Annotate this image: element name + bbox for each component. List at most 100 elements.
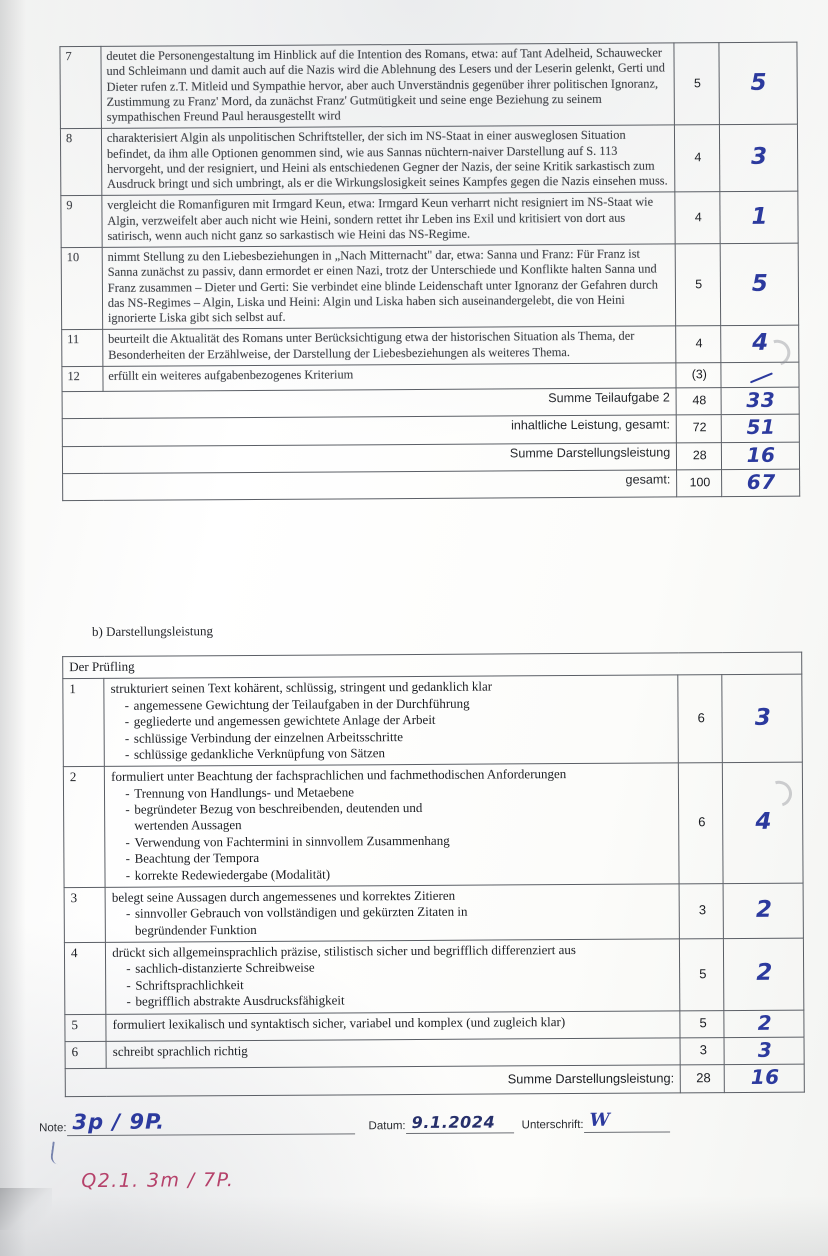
summary-max: 100 [676, 469, 723, 497]
criteria-table-bottom-wrapper: Der Prüfling 1 strukturiert seinen Text … [62, 652, 805, 1097]
note-field[interactable]: 3p / 9P. [66, 1109, 355, 1137]
criteria-table-top: 7 deutet die Personengestaltung im Hinbl… [59, 42, 800, 501]
awarded-points: 4 [721, 325, 799, 371]
handwritten-score: 3 [757, 1037, 773, 1062]
max-points: 3 [680, 1037, 725, 1066]
handwritten-note-value: 3p / 9P. [72, 1109, 166, 1135]
awarded-points: 3 [721, 674, 803, 763]
max-points: 5 [674, 42, 720, 126]
criterion-bullets: sinnvoller Gebrauch von vollständigen un… [112, 903, 675, 939]
footer-signature-block: Note: 3p / 9P. Datum: 9.1.2024 Unterschr… [39, 1110, 799, 1137]
summary-row: gesamt: 100 67 [62, 468, 800, 501]
awarded-points: 2 [723, 938, 804, 1011]
max-points: 4 [675, 325, 722, 363]
awarded-points [721, 361, 800, 388]
section-b-label: b) Darstellungsleistung [91, 623, 214, 639]
summary-score: 51 [721, 414, 800, 443]
summary-row: Summe Darstellungsleistung: 28 16 [65, 1064, 805, 1097]
max-points: 6 [678, 762, 724, 884]
max-points: 5 [675, 243, 722, 327]
summary-max: 48 [676, 387, 722, 416]
handwritten-score: 4 [755, 808, 773, 835]
max-points: 5 [680, 1010, 725, 1038]
handwritten-score: 67 [746, 469, 776, 494]
awarded-points: 5 [720, 243, 799, 326]
table-row: 9 vergleicht die Romanfiguren mit Irmgar… [60, 191, 799, 248]
criterion-text: nimmt Stellung zu den Liebesbeziehungen … [102, 243, 676, 330]
criterion-bullets: Trennung von Handlungs- und Metaebene be… [111, 782, 675, 884]
table-row: 7 deutet die Personengestaltung im Hinbl… [59, 42, 798, 129]
handwritten-date-value: 9.1.2024 [411, 1112, 496, 1133]
handwritten-signature: W [589, 1109, 610, 1131]
signature-field[interactable]: W [583, 1109, 670, 1133]
row-number: 5 [64, 1013, 107, 1042]
handwritten-score: 1 [751, 203, 769, 230]
awarded-points: 1 [720, 191, 799, 244]
summary-label: Summe Darstellungsleistung [62, 442, 677, 474]
awarded-points: 2 [723, 1009, 805, 1038]
bullet: begrifflich abstrakte Ausdrucksfähigkeit [126, 991, 675, 1011]
signature-label: Unterschrift: [521, 1118, 584, 1132]
row-number: 9 [60, 195, 103, 248]
handwritten-score: 5 [751, 270, 769, 297]
handwritten-score: 16 [746, 442, 776, 467]
table-row: 10 nimmt Stellung zu den Liebesbeziehung… [61, 243, 799, 330]
summary-max: 28 [680, 1064, 725, 1093]
criteria-table-bottom: Der Prüfling 1 strukturiert seinen Text … [62, 652, 805, 1097]
handwritten-score: 16 [750, 1065, 780, 1090]
criterion-bullets: angemessene Gewichtung der Teilaufgaben … [111, 694, 675, 763]
handwritten-score: 2 [756, 960, 773, 987]
max-points: 4 [674, 124, 721, 193]
table-row: 1 strukturiert seinen Text kohärent, sch… [62, 674, 803, 767]
row-number: 3 [64, 887, 106, 943]
table-row: 4 drückt sich allgemeinsprachlich präzis… [64, 938, 804, 1015]
bullet: korrekte Redewiedergabe (Modalität) [126, 864, 675, 884]
summary-label: Summe Darstellungsleistung: [65, 1065, 681, 1097]
max-points: 3 [679, 883, 724, 939]
date-label: Datum: [368, 1120, 406, 1133]
criterion-text: deutet die Personengestaltung im Hinblic… [100, 42, 675, 129]
row-number: 2 [63, 766, 106, 888]
handwritten-score: 51 [746, 415, 776, 440]
awarded-points: 3 [719, 124, 798, 192]
criterion-block: belegt seine Aussagen durch angemessenes… [105, 883, 680, 943]
handwritten-score: 3 [754, 704, 772, 731]
criterion-lead: schreibt sprachlich richtig [106, 1037, 681, 1069]
bullet-continuation: begründender Funktion [134, 921, 257, 938]
max-points: (3) [676, 362, 722, 388]
summary-max: 28 [676, 442, 722, 470]
table-row: 3 belegt seine Aussagen durch angemessen… [64, 883, 804, 943]
max-points: 6 [678, 674, 723, 764]
table-row: 2 formuliert unter Beachtung der fachspr… [63, 762, 804, 888]
summary-label: gesamt: [62, 469, 677, 501]
summary-score: 16 [724, 1064, 805, 1093]
handwritten-score: 4 [752, 329, 769, 356]
criterion-lead: formuliert lexikalisch und syntaktisch s… [106, 1010, 681, 1042]
table-row: 11 beurteilt die Aktualität des Romans u… [61, 325, 799, 371]
row-number: 11 [61, 329, 103, 367]
awarded-points: 2 [723, 883, 804, 939]
max-points: 5 [679, 938, 724, 1011]
awarded-points: 4 [722, 762, 804, 884]
summary-score: 33 [721, 387, 800, 415]
row-number: 8 [60, 128, 102, 196]
criterion-text: vergleicht die Romanfiguren mit Irmgard … [101, 192, 676, 248]
row-number: 10 [61, 247, 103, 330]
criterion-text: charakterisiert Algin als unpolitischen … [101, 125, 676, 196]
handwritten-score: 2 [757, 1010, 773, 1035]
criterion-bullets: sachlich-distanzierte Schreibweise Schri… [112, 958, 676, 1011]
criterion-block: strukturiert seinen Text kohärent, schlü… [103, 675, 679, 767]
handwritten-score: 3 [750, 144, 768, 171]
table-row: 8 charakterisiert Algin als unpolitische… [60, 124, 798, 196]
max-points: 4 [675, 191, 721, 244]
handwritten-score: 5 [750, 69, 768, 96]
summary-score: 67 [721, 468, 800, 497]
red-annotation: Q2.1. 3m / 7P. [81, 1169, 235, 1193]
date-field[interactable]: 9.1.2024 [405, 1111, 514, 1135]
criteria-table-top-wrapper: 7 deutet die Personengestaltung im Hinbl… [59, 42, 800, 501]
note-label: Note: [39, 1122, 67, 1135]
criterion-text: beurteilt die Aktualität des Romans unte… [102, 326, 677, 367]
handwritten-score: 2 [755, 896, 773, 923]
summary-score: 16 [721, 441, 800, 470]
